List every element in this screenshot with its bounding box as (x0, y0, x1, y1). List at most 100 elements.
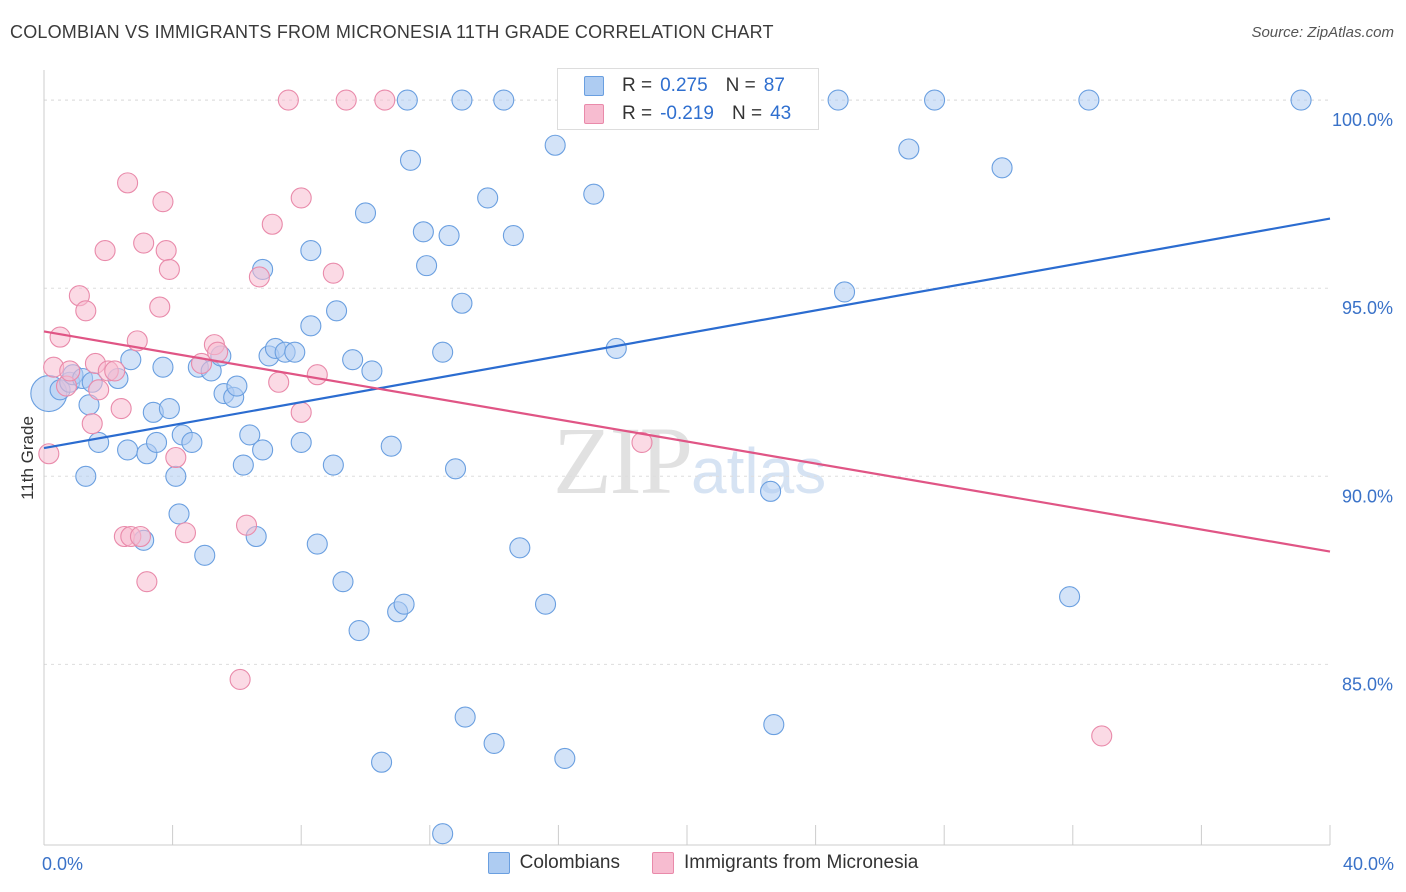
n-value: 87 (763, 75, 785, 96)
colombian-point (117, 439, 139, 461)
series-legend: Colombians Immigrants from Micronesia (0, 852, 1406, 874)
colombian-point (361, 360, 383, 382)
micronesia-point (117, 172, 139, 194)
colombian-point (181, 431, 203, 454)
colombian-point (991, 157, 1013, 179)
colombian-point (583, 183, 605, 205)
colombian-point (165, 465, 187, 487)
colombian-point (534, 593, 557, 615)
micronesia-point (38, 443, 60, 465)
colombian-point (924, 89, 946, 111)
y-axis-label: 11th Grade (18, 416, 37, 500)
colombian-point (322, 454, 344, 476)
colombian-point (393, 593, 415, 615)
colombian-point (493, 89, 515, 111)
colombian-point (438, 224, 460, 247)
colombian-point (306, 533, 328, 555)
colombian-point (284, 341, 306, 363)
micronesia-point (268, 371, 290, 393)
micronesia-point (110, 398, 132, 420)
micronesia-point (335, 89, 357, 111)
micronesia-point (290, 401, 312, 423)
colombian-point (509, 537, 531, 559)
micronesia-point (136, 571, 158, 593)
colombian-point (432, 341, 454, 363)
colombian-point (827, 89, 849, 111)
colombian-point (898, 138, 920, 160)
stats-legend: R = 0.275 N = 87 R = -0.219 N = 43 (557, 68, 819, 130)
legend-item-colombians[interactable]: Colombians (487, 852, 620, 874)
colombian-point (371, 751, 393, 773)
r-value: 0.275 (660, 75, 708, 96)
micronesia-trendline (43, 330, 1331, 553)
colombian-point (1059, 586, 1081, 608)
micronesia-point (1091, 725, 1113, 747)
colombian-point (396, 89, 418, 111)
colombian-point (451, 292, 473, 314)
colombian-point (354, 202, 377, 224)
micronesia-point (149, 296, 171, 318)
colombian-point (332, 571, 354, 593)
colombian-point (290, 431, 312, 454)
colombian-point (483, 732, 505, 754)
colombian-point (326, 300, 348, 322)
micronesia-point (248, 266, 270, 288)
n-label: N = (731, 103, 763, 124)
micronesia-point (129, 525, 151, 548)
colombian-point (412, 221, 434, 243)
source-credit: Source: ZipAtlas.com (1251, 24, 1394, 41)
micronesia-point (133, 232, 155, 254)
y-tick-label: 100.0% (1332, 110, 1393, 130)
micronesia-point (374, 89, 396, 111)
colombian-point (194, 544, 216, 566)
colombian-point (226, 375, 248, 397)
micronesia-point (277, 89, 299, 111)
x-tick-label: 0.0% (42, 854, 83, 874)
y-tick-label: 90.0% (1342, 486, 1393, 506)
stats-legend-row-colombians: R = 0.275 N = 87 (584, 73, 785, 99)
y-tick-label: 85.0% (1342, 674, 1393, 694)
micronesia-point (88, 379, 110, 401)
colombian-trendline (43, 217, 1331, 450)
colombian-point (168, 503, 190, 525)
legend-swatch-blue (487, 852, 510, 874)
r-label: R = (622, 103, 653, 124)
micronesia-point (306, 364, 328, 386)
colombian-point (399, 149, 422, 171)
micronesia-point (152, 191, 174, 213)
colombian-point (454, 706, 476, 728)
colombian-point (145, 431, 168, 454)
legend-swatch-pink (651, 852, 674, 874)
colombian-point (300, 315, 322, 337)
micronesia-point (104, 360, 126, 382)
colombian-point (544, 134, 566, 156)
colombian-point (88, 431, 110, 454)
micronesia-point (158, 258, 180, 280)
micronesia-point (229, 668, 251, 691)
colombian-point (760, 480, 782, 502)
micronesia-point (322, 262, 344, 284)
y-tick-label: 95.0% (1342, 298, 1393, 318)
micronesia-point (290, 187, 312, 209)
r-value: -0.219 (660, 103, 714, 124)
legend-swatch-pink (584, 104, 604, 124)
micronesia-point (94, 240, 116, 262)
n-value: 43 (770, 103, 792, 124)
colombian-point (1290, 89, 1312, 111)
stats-legend-row-micronesia: R = -0.219 N = 43 (584, 101, 791, 127)
micronesia-point (174, 522, 197, 544)
legend-item-micronesia[interactable]: Immigrants from Micronesia (651, 852, 919, 874)
chart-title: COLOMBIAN VS IMMIGRANTS FROM MICRONESIA … (10, 22, 774, 42)
x-tick-label: 40.0% (1343, 854, 1394, 874)
legend-label-colombians: Colombians (519, 852, 620, 873)
colombian-point (342, 349, 364, 371)
colombian-point (348, 620, 370, 642)
n-label: N = (725, 75, 756, 96)
colombian-point (239, 424, 261, 446)
legend-label-micronesia: Immigrants from Micronesia (683, 852, 919, 873)
colombian-point (763, 714, 785, 736)
colombian-point (554, 747, 576, 770)
micronesia-point (261, 213, 283, 235)
colombian-point (444, 458, 467, 480)
